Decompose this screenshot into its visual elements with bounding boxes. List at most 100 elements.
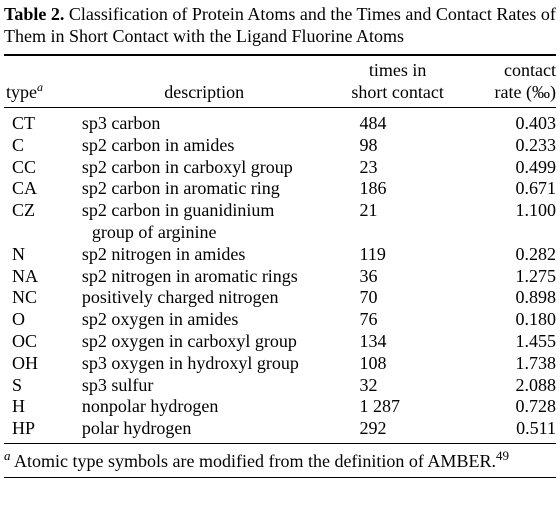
cell-times: 76 bbox=[359, 309, 378, 330]
cell-times: 98 bbox=[359, 134, 378, 155]
header-row: typea description times in short contact … bbox=[4, 56, 556, 107]
table-container: Table 2. Classification of Protein Atoms… bbox=[4, 0, 556, 478]
description-text: sp2 oxygen in amides bbox=[81, 309, 239, 330]
cell-description: sp2 nitrogen in aromatic rings bbox=[82, 266, 327, 288]
cell-times: 134 bbox=[359, 330, 387, 351]
cell-description: sp2 carbon in amides bbox=[82, 135, 327, 157]
caption-label: Table 2. bbox=[4, 4, 65, 24]
cell-rate: 0.180 bbox=[515, 309, 557, 330]
cell-description: sp2 carbon in aromatic ring bbox=[82, 178, 327, 200]
description-text: polar hydrogen bbox=[81, 418, 192, 439]
top-rule bbox=[4, 54, 556, 56]
cell-type: CZ bbox=[12, 200, 36, 221]
table-row: NA sp2 nitrogen in aromatic rings 36 1.275 bbox=[4, 266, 556, 288]
cell-description: sp3 oxygen in hydroxyl group bbox=[82, 353, 327, 375]
description-text: sp2 nitrogen in aromatic rings bbox=[81, 265, 298, 286]
description-text: sp2 carbon in carboxyl group bbox=[81, 156, 293, 177]
cell-description: positively charged nitrogen bbox=[82, 287, 327, 309]
cell-times: 484 bbox=[359, 113, 387, 133]
cell-rate: 0.403 bbox=[515, 113, 557, 133]
description-continuation: group of arginine bbox=[91, 221, 217, 242]
bottom-rule bbox=[4, 476, 556, 478]
cell-type: CT bbox=[12, 113, 36, 133]
cell-rate: 0.728 bbox=[515, 396, 557, 417]
table-row: CZ sp2 carbon in guanidinium group of argi… bbox=[4, 200, 556, 244]
header-type-note: a bbox=[37, 80, 43, 94]
cell-rate: 0.499 bbox=[515, 156, 557, 177]
cell-rate: 0.671 bbox=[515, 178, 557, 199]
cell-type: CA bbox=[12, 178, 38, 199]
table-row: CT sp3 carbon 484 0.403 bbox=[4, 108, 556, 135]
header-rule bbox=[4, 107, 556, 108]
cell-rate: 0.233 bbox=[515, 134, 557, 155]
cell-rate: 1.738 bbox=[515, 352, 557, 373]
description-text: sp3 sulfur bbox=[81, 374, 154, 395]
header-type: typea bbox=[6, 80, 43, 102]
cell-description: sp3 sulfur bbox=[82, 375, 327, 397]
cell-description: sp2 carbon in guanidinium group of argini… bbox=[82, 200, 327, 244]
cell-times: 186 bbox=[359, 178, 387, 199]
footnote-text: Atomic type symbols are modified from th… bbox=[14, 450, 496, 471]
cell-times: 23 bbox=[359, 156, 378, 177]
cell-type: OC bbox=[12, 330, 38, 351]
cell-description: sp2 carbon in carboxyl group bbox=[82, 157, 327, 179]
cell-times: 1 287 bbox=[359, 396, 401, 417]
description-text: sp2 oxygen in carboxyl group bbox=[81, 330, 297, 351]
cell-type: N bbox=[12, 243, 25, 264]
cell-type: S bbox=[12, 374, 23, 395]
cell-times: 32 bbox=[359, 374, 378, 395]
cell-type: NA bbox=[12, 265, 38, 286]
description-text: sp3 carbon bbox=[81, 113, 161, 133]
cell-type: O bbox=[12, 309, 25, 330]
cell-description: sp2 oxygen in carboxyl group bbox=[82, 331, 327, 353]
cell-times: 292 bbox=[359, 418, 387, 439]
cell-times: 119 bbox=[359, 243, 386, 264]
header-description: description bbox=[164, 82, 245, 102]
cell-type: H bbox=[12, 396, 25, 417]
cell-description: sp3 carbon bbox=[82, 108, 327, 135]
description-text: sp2 carbon in amides bbox=[81, 134, 235, 155]
cell-rate: 0.511 bbox=[516, 418, 556, 439]
cell-times: 36 bbox=[359, 265, 378, 286]
cell-rate: 1.275 bbox=[515, 265, 557, 286]
footnote-ref: 49 bbox=[495, 447, 509, 463]
description-text: sp3 oxygen in hydroxyl group bbox=[81, 352, 299, 373]
cell-rate: 0.282 bbox=[515, 243, 557, 264]
cell-times: 21 bbox=[359, 200, 378, 221]
table-row: CA sp2 carbon in aromatic ring 186 0.671 bbox=[4, 178, 556, 200]
description-text: positively charged nitrogen bbox=[81, 287, 279, 308]
cell-rate: 2.088 bbox=[515, 374, 557, 395]
description-text: sp2 carbon in guanidinium bbox=[81, 200, 275, 221]
cell-type: HP bbox=[12, 418, 36, 439]
table-row: OC sp2 oxygen in carboxyl group 134 1.455 bbox=[4, 331, 556, 353]
description-text: sp2 nitrogen in amides bbox=[81, 243, 246, 264]
cell-description: nonpolar hydrogen bbox=[82, 396, 327, 418]
cell-rate: 1.100 bbox=[515, 200, 557, 221]
table-row: NC positively charged nitrogen 70 0.898 bbox=[4, 287, 556, 309]
cell-type: OH bbox=[12, 352, 38, 373]
body-bottom-rule bbox=[4, 442, 556, 444]
footnote: a Atomic type symbols are modified from … bbox=[4, 447, 556, 472]
cell-rate: 0.898 bbox=[515, 287, 557, 308]
description-text: sp2 carbon in aromatic ring bbox=[81, 178, 280, 199]
cell-description: sp2 oxygen in amides bbox=[82, 309, 327, 331]
cell-type: NC bbox=[12, 287, 38, 308]
cell-rate: 1.455 bbox=[515, 330, 557, 351]
caption-text: Classification of Protein Atoms and the … bbox=[4, 4, 556, 46]
header-rate: contact rate (‰) bbox=[494, 60, 556, 102]
table-row: OH sp3 oxygen in hydroxyl group 108 1.738 bbox=[4, 353, 556, 375]
table-caption: Table 2. Classification of Protein Atoms… bbox=[4, 3, 556, 47]
cell-type: C bbox=[12, 134, 25, 155]
classification-table: typea description times in short contact … bbox=[4, 56, 556, 443]
cell-description: sp2 nitrogen in amides bbox=[82, 244, 327, 266]
cell-type: CC bbox=[12, 156, 37, 177]
cell-description: polar hydrogen bbox=[82, 418, 327, 443]
cell-times: 70 bbox=[359, 287, 378, 308]
table-row: CC sp2 carbon in carboxyl group 23 0.499 bbox=[4, 157, 556, 179]
